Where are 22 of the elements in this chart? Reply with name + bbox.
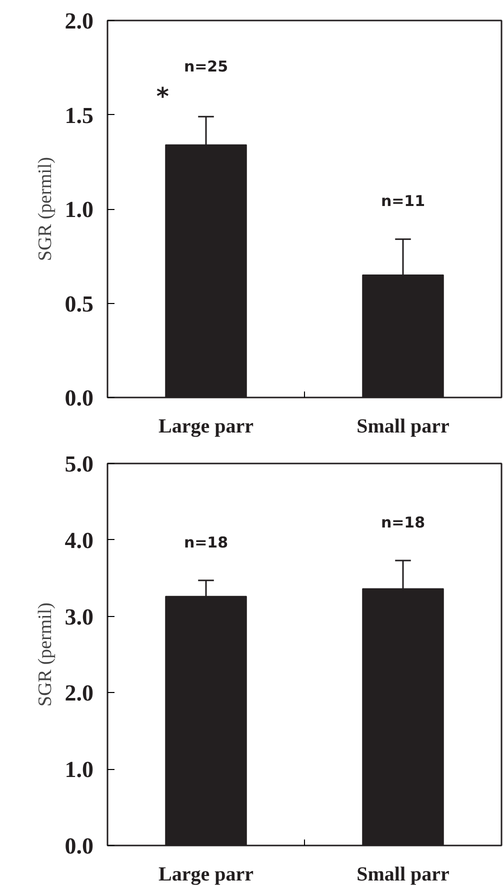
annotation: n=18: [184, 533, 228, 552]
y-tick-label: 0.5: [64, 291, 94, 316]
y-tick-label: 2.0: [64, 680, 94, 706]
x-tick-label: Large parr: [158, 416, 254, 438]
y-tick-label: 1.0: [64, 197, 94, 222]
y-tick-label: 0.0: [64, 386, 94, 410]
y-tick-label: 0.0: [64, 834, 94, 858]
y-tick-label: 1.5: [64, 102, 94, 128]
y-axis-title: SGR (permil): [34, 157, 56, 261]
x-tick-label: Large parr: [158, 864, 254, 886]
annotation: n=25: [184, 58, 228, 76]
annotation: *: [156, 82, 170, 111]
x-tick-label: Small parr: [356, 416, 450, 438]
y-tick-label: 1.0: [64, 757, 94, 782]
y-tick-label: 2.0: [64, 8, 94, 34]
y-tick-label: 5.0: [64, 452, 94, 476]
x-tick-label: Small parr: [356, 864, 450, 886]
annotation: n=18: [380, 514, 426, 532]
y-axis-title: SGR (permil): [34, 602, 56, 706]
y-tick-label: 3.0: [64, 604, 94, 630]
annotation: n=11: [380, 192, 426, 210]
y-tick-label: 4.0: [64, 528, 94, 553]
